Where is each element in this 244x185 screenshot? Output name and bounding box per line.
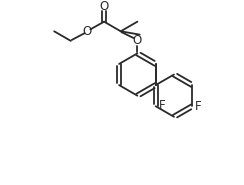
Text: O: O — [83, 25, 92, 38]
Text: O: O — [133, 34, 142, 47]
Text: F: F — [195, 100, 202, 113]
Text: O: O — [100, 0, 109, 13]
Text: F: F — [159, 99, 165, 112]
